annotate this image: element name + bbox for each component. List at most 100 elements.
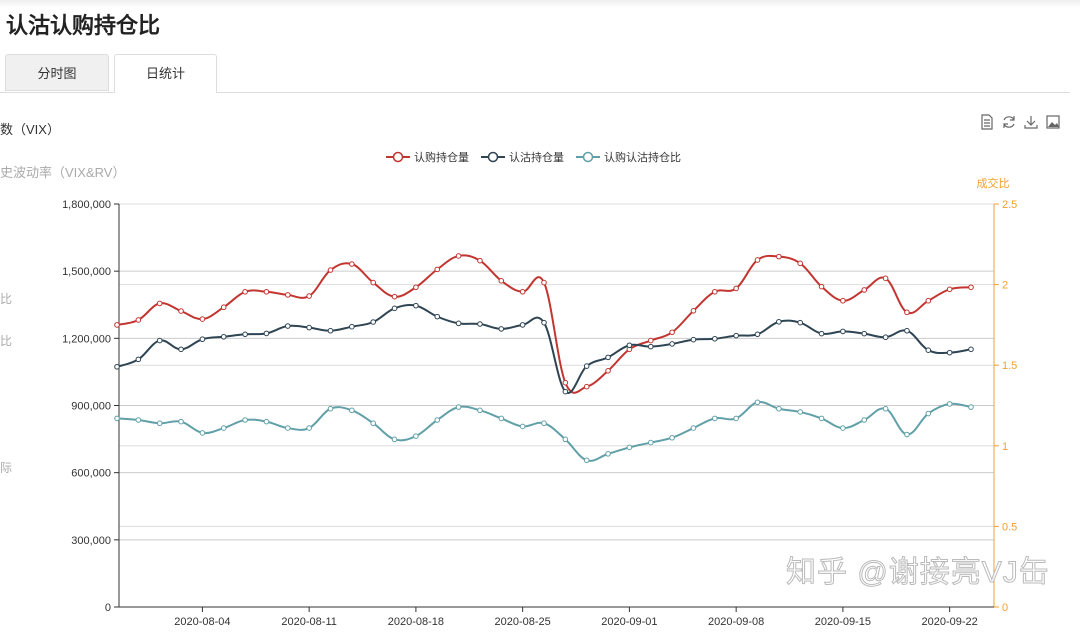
chart-toolbox	[979, 114, 1061, 130]
x-tick-label: 2020-09-01	[601, 616, 657, 628]
x-tick-label: 2020-09-15	[815, 616, 871, 628]
data-point	[156, 337, 163, 344]
x-tick-label: 2020-09-22	[922, 616, 978, 628]
y-left-tick-label: 900,000	[71, 401, 111, 413]
data-point	[925, 347, 932, 353]
data-point	[861, 287, 868, 293]
y-right-tick-label: 2.5	[1002, 199, 1017, 211]
download-icon[interactable]	[1023, 114, 1039, 130]
data-point	[263, 418, 270, 425]
data-point	[882, 334, 889, 341]
data-point	[285, 425, 291, 431]
data-point	[647, 343, 654, 350]
data-point	[818, 330, 825, 337]
data-point	[669, 434, 675, 441]
data-point	[840, 297, 846, 304]
data-point	[327, 405, 334, 412]
data-point	[541, 319, 547, 326]
save-image-icon[interactable]	[1045, 114, 1061, 130]
data-point	[434, 266, 441, 273]
legend-item-ratio[interactable]: 认购认沽持仓比	[576, 149, 681, 165]
legend-item-call[interactable]: 认购持仓量	[386, 149, 469, 165]
tab-daily[interactable]: 日统计	[114, 54, 217, 93]
data-point	[690, 336, 697, 343]
refresh-icon[interactable]	[1001, 114, 1017, 130]
data-point	[285, 292, 291, 298]
side-label-hist-vol[interactable]: 史波动率（VIX&RV）	[0, 165, 126, 180]
data-point	[263, 330, 270, 337]
data-point	[114, 363, 120, 370]
y-left-tick-label: 300,000	[71, 535, 111, 547]
tab-intraday[interactable]: 分时图	[5, 54, 109, 91]
data-point	[327, 327, 334, 334]
data-point	[135, 417, 142, 423]
y-left-tick-label: 1,500,000	[62, 266, 111, 278]
data-point	[754, 257, 761, 263]
data-point	[541, 420, 547, 427]
y-left-tick-label: 0	[105, 602, 111, 614]
data-point	[434, 313, 441, 320]
data-point	[946, 349, 953, 356]
data-point	[349, 261, 355, 267]
data-point	[370, 420, 377, 427]
data-point	[413, 284, 419, 291]
data-point	[647, 439, 654, 446]
data-point	[114, 415, 120, 422]
y-right-tick-label: 0	[1002, 602, 1008, 614]
data-point	[968, 346, 974, 353]
data-point	[797, 260, 804, 267]
tab-bar: 分时图 日统计	[0, 54, 1070, 93]
data-point	[925, 410, 932, 417]
data-point	[712, 335, 718, 342]
side-label-cut-2[interactable]: 比	[0, 334, 13, 348]
x-tick-label: 2020-09-08	[708, 616, 764, 628]
chart-legend: 认购持仓量 认沽持仓量 认购认沽持仓比	[386, 149, 681, 165]
data-point	[968, 284, 974, 291]
data-point	[370, 319, 377, 325]
y-right-tick-label: 0.5	[1002, 521, 1017, 533]
data-point	[199, 316, 206, 322]
x-tick-label: 2020-08-25	[495, 616, 551, 628]
data-point	[434, 417, 441, 423]
page-title: 认沽认购持仓比	[6, 13, 161, 38]
data-point	[733, 285, 739, 292]
data-point	[904, 309, 910, 316]
data-point	[178, 308, 184, 314]
series-put	[114, 302, 974, 395]
data-point	[370, 279, 377, 286]
data-point	[882, 275, 889, 282]
data-point	[391, 436, 398, 443]
data-point	[135, 317, 142, 323]
data-point	[220, 425, 227, 431]
data-point	[669, 329, 675, 336]
data-point	[925, 297, 932, 304]
data-point	[712, 415, 718, 422]
side-label-cut-3[interactable]: 际	[0, 461, 13, 475]
x-tick-label: 2020-08-04	[174, 616, 230, 628]
series-line	[116, 304, 972, 395]
data-point	[477, 321, 483, 327]
data-point	[242, 288, 248, 295]
y-right-tick-label: 1.5	[1002, 360, 1017, 372]
data-point	[946, 401, 953, 407]
side-label-cut-1[interactable]: 比	[0, 292, 13, 306]
data-view-icon[interactable]	[979, 114, 995, 130]
y-left-tick-label: 1,200,000	[62, 333, 111, 345]
data-point	[156, 420, 163, 427]
data-point	[968, 404, 974, 410]
series-line	[116, 254, 972, 394]
data-point	[776, 405, 782, 412]
data-point	[156, 300, 163, 307]
side-label-vix[interactable]: 数（VIX）	[0, 122, 60, 137]
data-point	[391, 305, 398, 312]
data-point	[605, 451, 611, 457]
legend-item-put[interactable]: 认沽持仓量	[481, 149, 564, 165]
data-point	[199, 430, 206, 436]
data-point	[135, 356, 142, 363]
y-left-tick-label: 1,800,000	[62, 199, 111, 211]
data-point	[583, 363, 590, 369]
data-point	[647, 337, 654, 344]
x-tick-label: 2020-08-11	[281, 616, 336, 628]
data-point	[690, 307, 697, 314]
data-point	[626, 444, 633, 451]
